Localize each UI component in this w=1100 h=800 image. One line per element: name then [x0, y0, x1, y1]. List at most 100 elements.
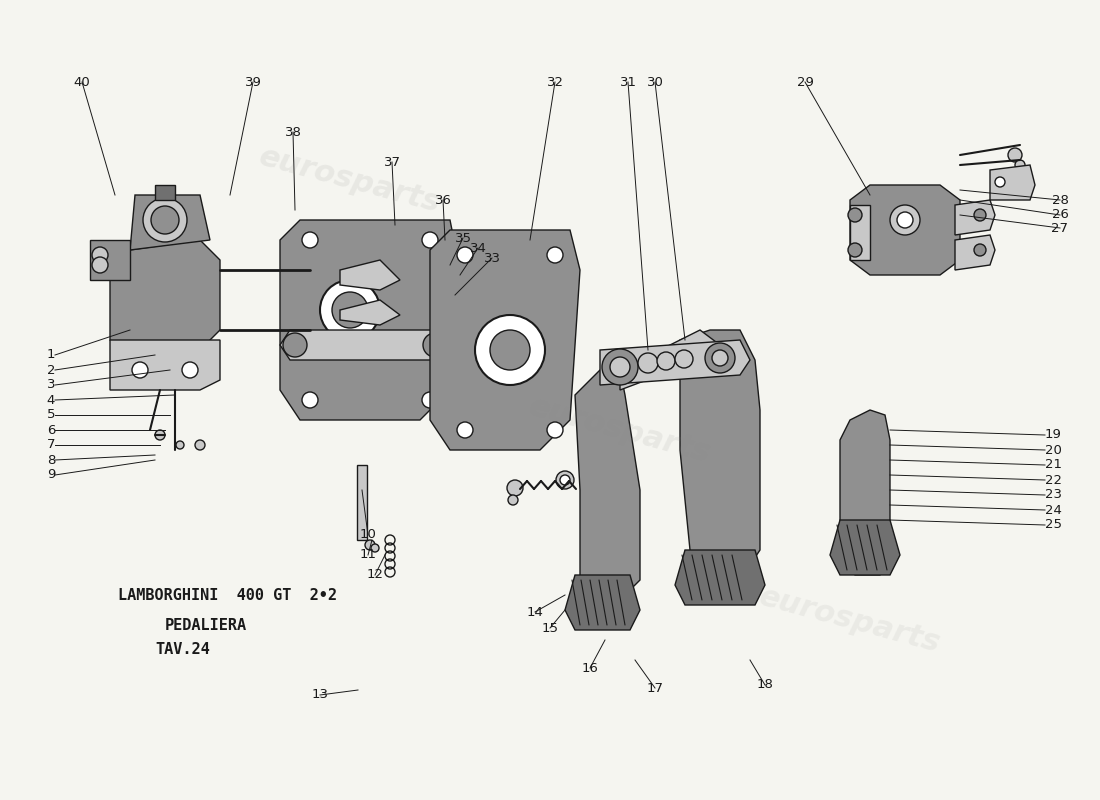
- Polygon shape: [340, 300, 400, 325]
- Text: 30: 30: [647, 75, 663, 89]
- Text: eurosparts: eurosparts: [526, 392, 714, 468]
- Text: 38: 38: [285, 126, 301, 138]
- Circle shape: [422, 232, 438, 248]
- Circle shape: [712, 350, 728, 366]
- Text: 10: 10: [360, 529, 376, 542]
- Circle shape: [302, 392, 318, 408]
- Circle shape: [371, 544, 380, 552]
- Circle shape: [92, 257, 108, 273]
- Circle shape: [602, 349, 638, 385]
- Circle shape: [848, 243, 862, 257]
- Text: 20: 20: [1045, 443, 1062, 457]
- Circle shape: [1015, 160, 1025, 170]
- Circle shape: [309, 264, 321, 276]
- Text: 31: 31: [619, 75, 637, 89]
- Circle shape: [320, 280, 379, 340]
- Polygon shape: [850, 205, 870, 260]
- Circle shape: [176, 441, 184, 449]
- Polygon shape: [675, 550, 764, 605]
- Circle shape: [638, 353, 658, 373]
- Text: 8: 8: [46, 454, 55, 466]
- Circle shape: [560, 475, 570, 485]
- Polygon shape: [850, 185, 960, 275]
- Circle shape: [341, 341, 349, 349]
- Circle shape: [92, 247, 108, 263]
- Polygon shape: [110, 240, 220, 360]
- Circle shape: [332, 292, 368, 328]
- Polygon shape: [680, 330, 760, 565]
- Text: 32: 32: [547, 75, 563, 89]
- Circle shape: [182, 362, 198, 378]
- Text: 13: 13: [311, 689, 329, 702]
- Polygon shape: [280, 220, 460, 420]
- Circle shape: [508, 495, 518, 505]
- Circle shape: [974, 244, 986, 256]
- Circle shape: [143, 198, 187, 242]
- Text: 27: 27: [1052, 222, 1068, 234]
- Text: TAV.24: TAV.24: [155, 642, 210, 658]
- Circle shape: [705, 343, 735, 373]
- Polygon shape: [600, 340, 750, 385]
- Text: 29: 29: [796, 75, 813, 89]
- Circle shape: [507, 480, 522, 496]
- Polygon shape: [280, 330, 450, 360]
- Polygon shape: [358, 465, 367, 540]
- Text: 14: 14: [527, 606, 543, 618]
- Circle shape: [675, 350, 693, 368]
- Text: 18: 18: [757, 678, 773, 691]
- Circle shape: [309, 324, 321, 336]
- Text: 2: 2: [46, 363, 55, 377]
- Text: 4: 4: [46, 394, 55, 406]
- Polygon shape: [90, 240, 130, 280]
- Text: 33: 33: [484, 251, 500, 265]
- Polygon shape: [830, 520, 900, 575]
- Circle shape: [195, 440, 205, 450]
- Circle shape: [890, 205, 920, 235]
- Text: 11: 11: [360, 549, 376, 562]
- Polygon shape: [955, 200, 996, 235]
- Text: 1: 1: [46, 349, 55, 362]
- Circle shape: [456, 422, 473, 438]
- Text: LAMBORGHINI  400 GT  2•2: LAMBORGHINI 400 GT 2•2: [118, 587, 337, 602]
- Text: 7: 7: [46, 438, 55, 451]
- Circle shape: [1008, 148, 1022, 162]
- Polygon shape: [990, 165, 1035, 200]
- Circle shape: [547, 422, 563, 438]
- Ellipse shape: [590, 470, 610, 480]
- Circle shape: [475, 315, 544, 385]
- Text: 12: 12: [366, 569, 384, 582]
- Text: 16: 16: [582, 662, 598, 674]
- Text: 37: 37: [384, 155, 400, 169]
- Text: 25: 25: [1045, 518, 1062, 531]
- Text: 19: 19: [1045, 429, 1062, 442]
- Polygon shape: [130, 195, 210, 250]
- Polygon shape: [155, 185, 175, 200]
- Text: 9: 9: [46, 469, 55, 482]
- Circle shape: [610, 357, 630, 377]
- Text: 21: 21: [1045, 458, 1062, 471]
- Polygon shape: [620, 330, 721, 390]
- Text: 22: 22: [1045, 474, 1062, 486]
- Text: 26: 26: [1052, 209, 1068, 222]
- Circle shape: [132, 362, 148, 378]
- Circle shape: [324, 335, 336, 345]
- Text: 6: 6: [46, 423, 55, 437]
- Circle shape: [424, 333, 447, 357]
- Circle shape: [283, 333, 307, 357]
- Text: 23: 23: [1045, 489, 1062, 502]
- Circle shape: [657, 352, 675, 370]
- Text: 36: 36: [434, 194, 451, 206]
- Circle shape: [155, 430, 165, 440]
- Circle shape: [151, 206, 179, 234]
- Text: 34: 34: [470, 242, 486, 254]
- Circle shape: [422, 392, 438, 408]
- Circle shape: [490, 330, 530, 370]
- Circle shape: [547, 247, 563, 263]
- Polygon shape: [955, 235, 996, 270]
- Circle shape: [848, 208, 862, 222]
- Circle shape: [556, 471, 574, 489]
- Text: 39: 39: [244, 75, 262, 89]
- Polygon shape: [340, 260, 400, 290]
- Polygon shape: [565, 575, 640, 630]
- Polygon shape: [840, 410, 890, 575]
